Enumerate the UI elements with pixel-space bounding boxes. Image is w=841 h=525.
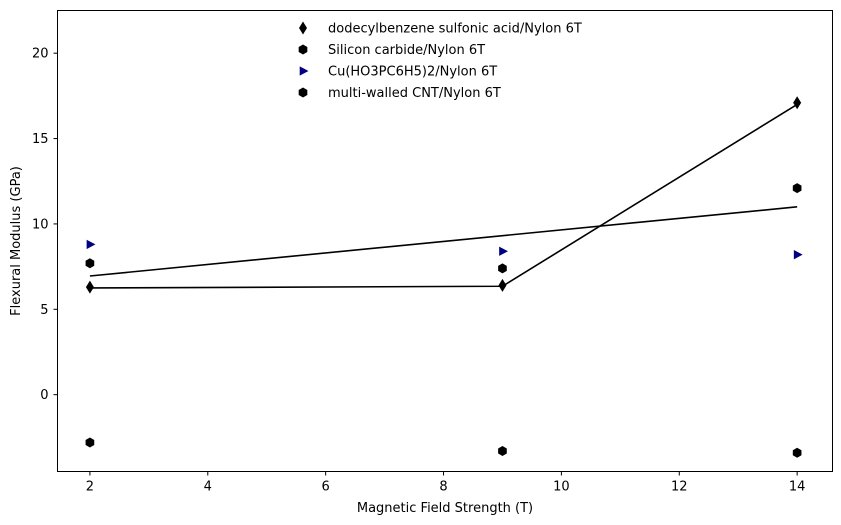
data-point-series-3 [86, 239, 96, 250]
data-point-series-2 [85, 258, 95, 269]
y-tick-label: 10 [32, 217, 49, 232]
y-tick-label: 20 [32, 47, 49, 62]
legend-marker-2 [298, 44, 308, 55]
y-axis-ticks: 0 5 10 15 20 [32, 47, 58, 403]
x-axis-label: Magnetic Field Strength (T) [357, 501, 533, 516]
data-point-series-4 [498, 446, 507, 457]
data-point-series-3 [793, 249, 803, 260]
x-tick-label: 8 [439, 480, 447, 495]
legend-marker-4 [298, 87, 308, 98]
legend-label-1: dodecylbenzene sulfonic acid/Nylon 6T [328, 22, 582, 37]
x-tick-label: 14 [789, 480, 806, 495]
x-tick-label: 12 [671, 480, 688, 495]
legend-label-3: Cu(HO3PC6H5)2/Nylon 6T [328, 65, 497, 80]
x-tick-label: 4 [204, 480, 212, 495]
data-point-series-2 [498, 263, 507, 274]
data-point-series-4 [85, 437, 95, 448]
data-point-series-2 [792, 183, 802, 194]
legend-label-4: multi-walled CNT/Nylon 6T [328, 86, 501, 101]
data-point-series-1 [498, 278, 507, 292]
data-point-series-1 [793, 96, 802, 110]
x-axis-ticks: 2 4 6 8 10 12 14 [86, 471, 806, 495]
data-point-series-4 [792, 447, 802, 458]
trend-line-1 [89, 103, 798, 289]
y-axis-label: Flexural Modulus (GPa) [9, 166, 24, 316]
x-tick-label: 6 [322, 480, 330, 495]
y-tick-label: 0 [40, 388, 48, 403]
x-tick-label: 10 [553, 480, 570, 495]
plot-frame [57, 10, 833, 472]
legend-marker-3 [299, 66, 309, 76]
data-points [85, 96, 803, 458]
data-point-series-3 [499, 246, 508, 256]
y-tick-label: 5 [40, 303, 48, 318]
data-point-series-1 [85, 280, 94, 294]
trend-lines [89, 103, 798, 289]
legend-marker-1 [299, 21, 307, 35]
legend: dodecylbenzene sulfonic acid/Nylon 6T Sil… [298, 21, 582, 101]
legend-label-2: Silicon carbide/Nylon 6T [328, 43, 485, 58]
x-tick-label: 2 [86, 480, 94, 495]
y-tick-label: 15 [32, 132, 49, 147]
trend-line-2 [89, 206, 798, 277]
